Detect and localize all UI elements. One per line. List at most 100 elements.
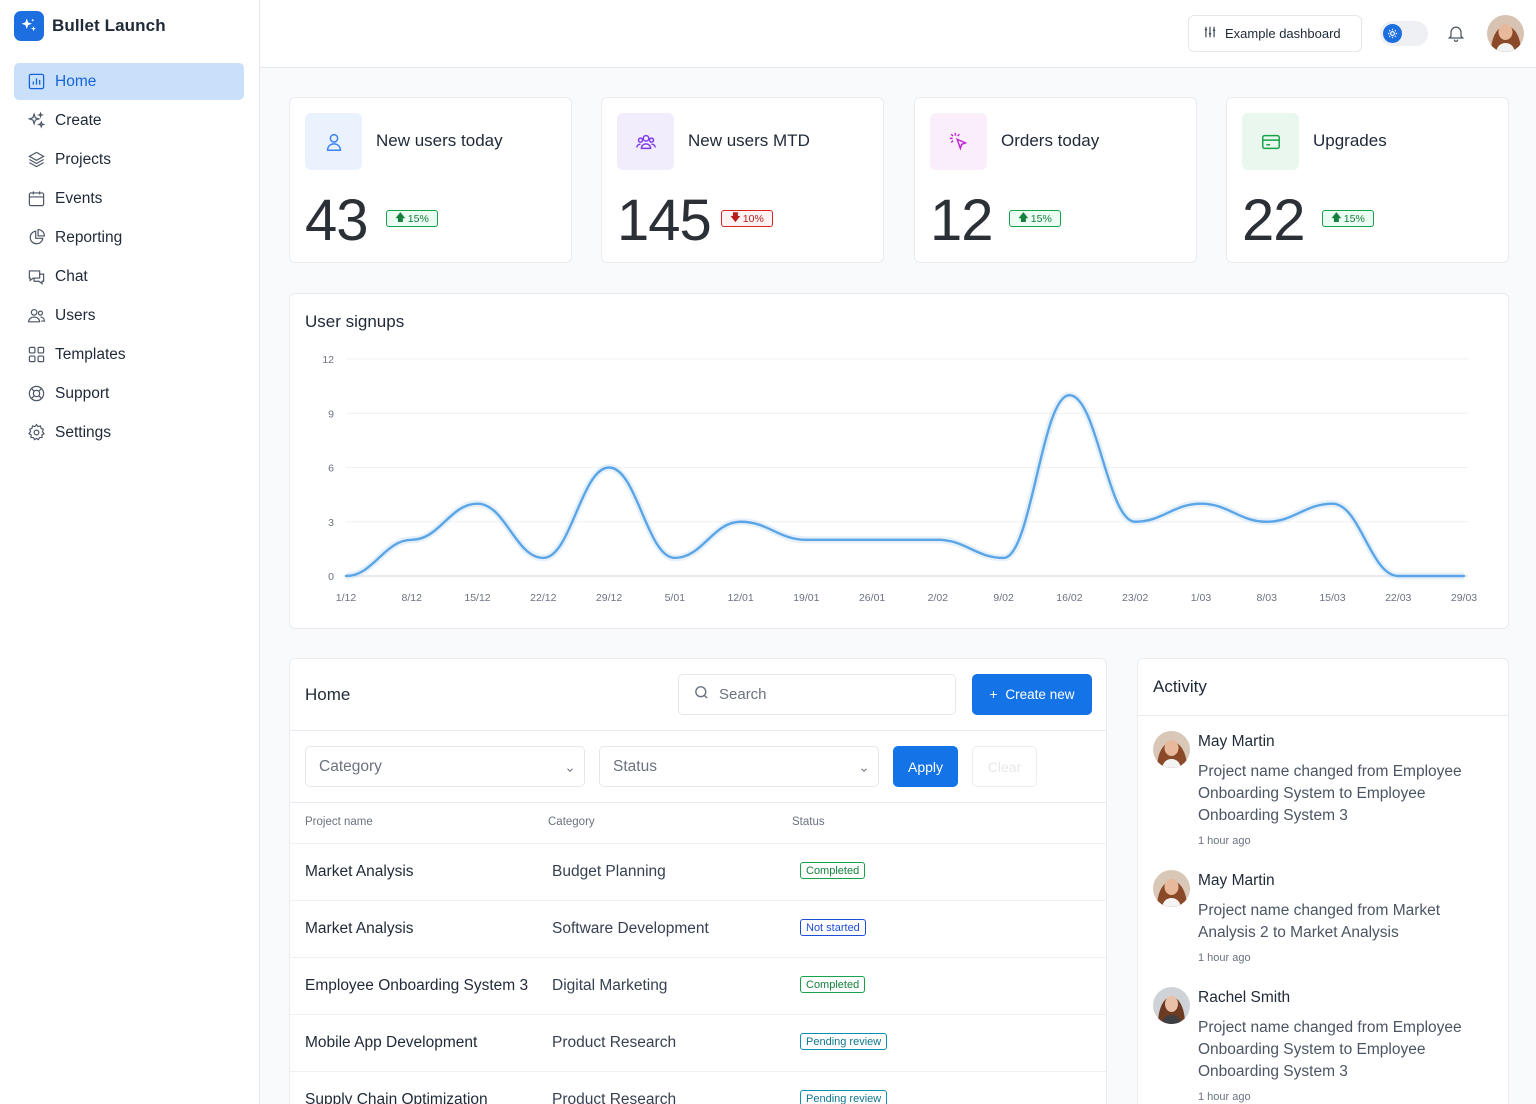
sidebar-item-label: Events bbox=[55, 189, 103, 207]
x-tick-label: 1/12 bbox=[336, 592, 357, 604]
apply-button[interactable]: Apply bbox=[893, 746, 958, 787]
chat-icon bbox=[26, 267, 46, 287]
arrow-up-icon: 🡅 bbox=[1331, 211, 1342, 224]
search-icon bbox=[693, 684, 710, 705]
layers-icon bbox=[26, 150, 46, 170]
project-name-cell: Supply Chain Optimization bbox=[305, 1091, 488, 1104]
column-header-category[interactable]: Category bbox=[548, 816, 595, 828]
stat-card-upgrades: Upgrades 22 🡅 15% bbox=[1226, 97, 1509, 263]
y-tick-label: 6 bbox=[328, 463, 334, 475]
project-name-cell: Market Analysis bbox=[305, 863, 414, 880]
x-tick-label: 2/02 bbox=[928, 592, 949, 604]
x-tick-label: 15/12 bbox=[464, 592, 490, 604]
theme-toggle[interactable] bbox=[1380, 21, 1428, 46]
sidebar-item-label: Templates bbox=[55, 345, 126, 363]
search-input[interactable]: Search bbox=[678, 674, 956, 715]
series-line bbox=[344, 393, 1466, 578]
divider bbox=[290, 802, 1106, 803]
category-select[interactable]: Category bbox=[305, 746, 585, 787]
divider bbox=[290, 730, 1106, 731]
activity-text: Project name changed from Employee Onboa… bbox=[1198, 763, 1462, 824]
sidebar-item-home[interactable]: Home bbox=[14, 63, 244, 100]
table-row[interactable]: Employee Onboarding System 3 Digital Mar… bbox=[290, 957, 1106, 1014]
sidebar-item-label: Users bbox=[55, 306, 96, 324]
stat-value: 12 bbox=[930, 188, 994, 253]
stat-value: 22 bbox=[1242, 188, 1306, 253]
table-row[interactable]: Mobile App Development Product Research … bbox=[290, 1014, 1106, 1071]
table-row[interactable]: Market Analysis Software Development Not… bbox=[290, 900, 1106, 957]
x-tick-label: 19/01 bbox=[793, 592, 819, 604]
sidebar: Bullet Launch Home Create Projects Event… bbox=[0, 0, 260, 1104]
chevron-down-icon bbox=[859, 762, 869, 780]
pie-chart-icon bbox=[26, 228, 46, 248]
x-tick-label: 22/12 bbox=[530, 592, 556, 604]
change-badge: 🡅 15% bbox=[1322, 210, 1374, 227]
status-badge: Completed bbox=[800, 862, 866, 879]
series-line-shadow bbox=[345, 391, 1464, 580]
x-tick-label: 8/03 bbox=[1256, 592, 1277, 604]
change-badge: 🡅 15% bbox=[1009, 210, 1061, 227]
sidebar-item-projects[interactable]: Projects bbox=[14, 141, 244, 178]
user-signups-card: User signups 0 3 6 9 12 1/12 8/12 15/12 22/12 29/… bbox=[289, 293, 1509, 629]
sparkle-logo-icon bbox=[14, 11, 44, 41]
table-row[interactable]: Supply Chain Optimization Product Resear… bbox=[290, 1071, 1106, 1104]
sidebar-item-label: Support bbox=[55, 384, 110, 402]
users-icon bbox=[26, 306, 46, 326]
plus-icon: + bbox=[989, 687, 998, 702]
sidebar-item-users[interactable]: Users bbox=[14, 297, 244, 334]
brand-name: Bullet Launch bbox=[52, 16, 166, 35]
column-header-status[interactable]: Status bbox=[792, 816, 825, 828]
example-dashboard-label: Example dashboard bbox=[1225, 26, 1341, 41]
x-tick-label: 15/03 bbox=[1319, 592, 1345, 604]
status-select-value: Status bbox=[613, 757, 657, 775]
avatar bbox=[1153, 987, 1190, 1024]
sidebar-item-label: Projects bbox=[55, 150, 111, 168]
sidebar-item-label: Home bbox=[55, 72, 97, 90]
chart-title: User signups bbox=[305, 312, 405, 331]
sidebar-item-label: Reporting bbox=[55, 228, 123, 246]
clear-button[interactable]: Clear bbox=[972, 746, 1037, 787]
bell-icon[interactable] bbox=[1446, 22, 1466, 49]
chevron-down-icon bbox=[565, 762, 575, 780]
x-tick-label: 1/03 bbox=[1191, 592, 1212, 604]
avatar bbox=[1153, 870, 1190, 907]
arrow-up-icon: 🡅 bbox=[1018, 211, 1029, 224]
x-tick-label: 29/12 bbox=[596, 592, 622, 604]
x-tick-label: 9/02 bbox=[993, 592, 1014, 604]
create-new-button[interactable]: + Create new bbox=[972, 674, 1092, 715]
sidebar-item-events[interactable]: Events bbox=[14, 180, 244, 217]
sidebar-item-settings[interactable]: Settings bbox=[14, 414, 244, 451]
panel-title: Home bbox=[305, 685, 351, 704]
y-tick-label: 9 bbox=[328, 408, 334, 420]
user-avatar[interactable] bbox=[1487, 15, 1524, 52]
create-new-label: Create new bbox=[1005, 687, 1075, 702]
change-badge: 🡅 15% bbox=[386, 210, 438, 227]
activity-text: Project name changed from Market Analysi… bbox=[1198, 902, 1441, 941]
example-dashboard-button[interactable]: Example dashboard bbox=[1188, 15, 1362, 52]
y-tick-label: 3 bbox=[328, 517, 334, 529]
stat-title: New users today bbox=[376, 131, 503, 150]
sidebar-item-chat[interactable]: Chat bbox=[14, 258, 244, 295]
project-name-cell: Market Analysis bbox=[305, 920, 414, 937]
sidebar-item-reporting[interactable]: Reporting bbox=[14, 219, 244, 256]
cursor-click-icon bbox=[930, 113, 987, 170]
sidebar-item-label: Settings bbox=[55, 423, 112, 441]
search-placeholder: Search bbox=[719, 686, 767, 703]
table-row[interactable]: Market Analysis Budget Planning Complete… bbox=[290, 843, 1106, 900]
sidebar-item-support[interactable]: Support bbox=[14, 375, 244, 412]
sidebar-nav: Home Create Projects Events Reporting bbox=[14, 63, 244, 453]
x-tick-label: 8/12 bbox=[402, 592, 423, 604]
chart-bar-icon bbox=[26, 72, 46, 92]
brand[interactable]: Bullet Launch bbox=[14, 11, 166, 41]
status-select[interactable]: Status bbox=[599, 746, 879, 787]
stat-card-new-users-today: New users today 43 🡅 15% bbox=[289, 97, 572, 263]
activity-user-name: May Martin bbox=[1198, 733, 1275, 750]
column-header-project-name[interactable]: Project name bbox=[305, 816, 373, 828]
calendar-icon bbox=[26, 189, 46, 209]
sidebar-item-label: Chat bbox=[55, 267, 88, 285]
sidebar-item-templates[interactable]: Templates bbox=[14, 336, 244, 373]
avatar bbox=[1153, 731, 1190, 768]
category-cell: Product Research bbox=[552, 1091, 677, 1104]
sidebar-item-create[interactable]: Create bbox=[14, 102, 244, 139]
status-badge: Pending review bbox=[800, 1090, 888, 1104]
